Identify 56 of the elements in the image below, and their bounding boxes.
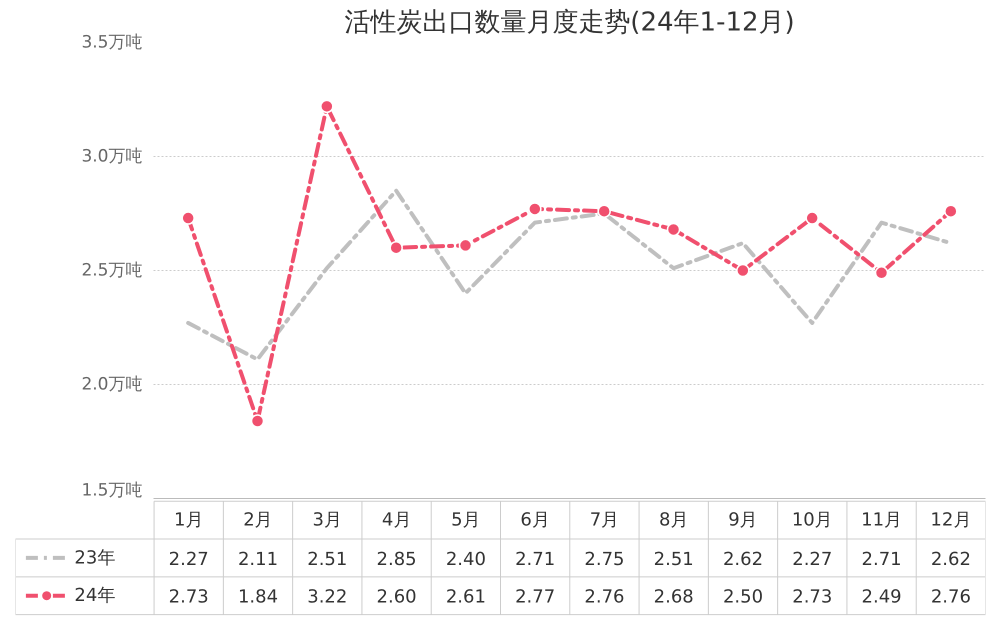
x-tick-label: 4月 bbox=[382, 510, 412, 531]
data-label: 2.73 bbox=[168, 586, 209, 608]
data-label: 2.61 bbox=[446, 586, 486, 608]
x-tick-label: 6月 bbox=[520, 510, 550, 531]
point bbox=[666, 222, 680, 236]
x-tick-label: 12月 bbox=[930, 510, 972, 531]
data-label: 2.71 bbox=[515, 548, 556, 570]
x-tick-label: 10月 bbox=[792, 510, 833, 531]
data-label: 2.85 bbox=[376, 548, 417, 570]
x-tick-label: 11月 bbox=[861, 510, 902, 531]
y-tick-label: 2.5万吨 bbox=[81, 260, 143, 280]
legend-label: 24年 bbox=[74, 585, 116, 606]
data-label: 2.51 bbox=[307, 548, 348, 570]
data-label: 2.50 bbox=[722, 586, 764, 608]
data-label: 2.76 bbox=[930, 586, 971, 608]
data-label: 1.84 bbox=[238, 586, 278, 608]
x-tick-label: 9月 bbox=[728, 510, 758, 531]
data-label: 2.77 bbox=[515, 586, 556, 608]
chart-title: 活性炭出口数量月度走势(24年1-12月) bbox=[344, 8, 795, 38]
point bbox=[181, 211, 195, 225]
data-label: 2.75 bbox=[584, 548, 624, 570]
data-label: 2.49 bbox=[862, 586, 902, 608]
point bbox=[320, 100, 334, 114]
x-tick-label: 7月 bbox=[590, 510, 620, 531]
point bbox=[736, 264, 750, 278]
point bbox=[805, 211, 819, 225]
data-label: 2.40 bbox=[446, 548, 486, 570]
y-tick-label: 3.0万吨 bbox=[81, 146, 143, 166]
data-label: 2.27 bbox=[168, 548, 209, 570]
x-tick-label: 5月 bbox=[451, 510, 481, 531]
data-label: 2.68 bbox=[654, 586, 694, 608]
data-label: 2.62 bbox=[722, 548, 764, 570]
data-label: 2.71 bbox=[862, 548, 902, 570]
y-tick-label: 2.0万吨 bbox=[81, 374, 143, 394]
data-label: 3.22 bbox=[307, 586, 348, 608]
point bbox=[944, 204, 958, 218]
point bbox=[597, 204, 611, 218]
data-label: 2.73 bbox=[792, 586, 832, 608]
data-label: 2.51 bbox=[654, 548, 694, 570]
point bbox=[389, 240, 403, 254]
legend-label: 23年 bbox=[74, 547, 116, 568]
x-tick-label: 3月 bbox=[312, 510, 342, 531]
data-label: 2.62 bbox=[930, 548, 971, 570]
y-tick-label: 3.5万吨 bbox=[81, 32, 143, 52]
point bbox=[250, 414, 264, 428]
x-tick-label: 2月 bbox=[243, 510, 273, 531]
y-tick-label: 1.5万吨 bbox=[81, 480, 143, 500]
data-label: 2.27 bbox=[792, 548, 832, 570]
data-label: 2.76 bbox=[584, 586, 624, 608]
point bbox=[458, 238, 472, 252]
data-label: 2.60 bbox=[376, 586, 417, 608]
point bbox=[874, 266, 888, 280]
data-label: 2.11 bbox=[238, 548, 278, 570]
x-tick-label: 1月 bbox=[174, 510, 204, 531]
x-tick-label: 8月 bbox=[658, 510, 688, 531]
point bbox=[528, 202, 542, 216]
